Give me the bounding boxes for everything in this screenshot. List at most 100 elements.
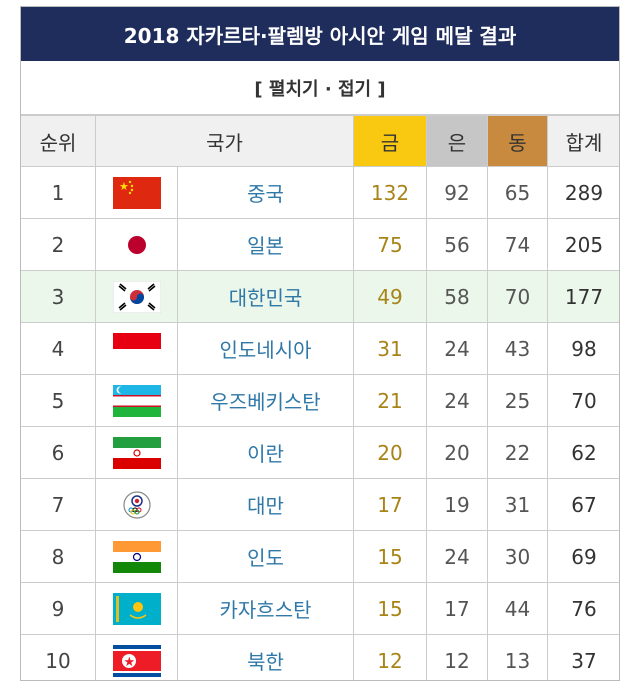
country-link[interactable]: 이란 xyxy=(177,426,354,479)
total-count: 37 xyxy=(547,634,619,680)
bronze-count: 65 xyxy=(487,166,548,219)
table-row: 5 우즈베키스탄 21 24 25 70 xyxy=(21,374,619,427)
bronze-count: 74 xyxy=(487,218,548,271)
gold-count: 49 xyxy=(353,270,427,323)
expand-collapse-toggle[interactable]: [ 펼치기 · 접기 ] xyxy=(21,61,619,115)
total-count: 76 xyxy=(547,582,619,635)
table-row: 3 대한민국 49 58 70 177 xyxy=(21,270,619,323)
page-title: 2018 자카르타·팔렘방 아시안 게임 메달 결과 xyxy=(21,7,619,61)
medal-table: 순위 국가 금 은 동 합계 1 ★ 중국 132 92 65 289 2 일본 75 56 74 20… xyxy=(21,115,619,680)
medal-table-panel: 2018 자카르타·팔렘방 아시안 게임 메달 결과 [ 펼치기 · 접기 ] … xyxy=(20,6,620,681)
chinese-taipei-flag-icon xyxy=(122,490,151,519)
bronze-count: 30 xyxy=(487,530,548,583)
gold-count: 75 xyxy=(353,218,427,271)
table-row: 7 대만 17 19 31 67 xyxy=(21,478,619,531)
bronze-count: 31 xyxy=(487,478,548,531)
silver-count: 24 xyxy=(426,322,488,375)
bronze-count: 70 xyxy=(487,270,548,323)
rank-cell: 10 xyxy=(21,634,96,680)
flag-cell xyxy=(95,426,178,479)
silver-count: 58 xyxy=(426,270,488,323)
flag-cell xyxy=(95,322,178,375)
bronze-count: 25 xyxy=(487,374,548,427)
table-row: 4 인도네시아 31 24 43 98 xyxy=(21,322,619,375)
bronze-count: 13 xyxy=(487,634,548,680)
column-header-gold: 금 xyxy=(353,115,427,167)
gold-count: 12 xyxy=(353,634,427,680)
rank-cell: 6 xyxy=(21,426,96,479)
table-row: 1 ★ 중국 132 92 65 289 xyxy=(21,166,619,219)
country-link[interactable]: 인도 xyxy=(177,530,354,583)
rank-cell: 2 xyxy=(21,218,96,271)
total-count: 67 xyxy=(547,478,619,531)
rank-cell: 5 xyxy=(21,374,96,427)
flag-cell xyxy=(95,530,178,583)
total-count: 289 xyxy=(547,166,619,219)
country-link[interactable]: 대만 xyxy=(177,478,354,531)
gold-count: 31 xyxy=(353,322,427,375)
column-header-silver: 은 xyxy=(426,115,488,167)
country-link[interactable]: 대한민국 xyxy=(177,270,354,323)
table-row: 10 ★ 북한 12 12 13 37 xyxy=(21,634,619,680)
gold-count: 15 xyxy=(353,582,427,635)
flag-cell xyxy=(95,270,178,323)
flag-cell xyxy=(95,374,178,427)
total-count: 205 xyxy=(547,218,619,271)
bronze-count: 43 xyxy=(487,322,548,375)
flag-cell: ★ xyxy=(95,166,178,219)
country-link[interactable]: 북한 xyxy=(177,634,354,680)
flag-cell xyxy=(95,218,178,271)
silver-count: 19 xyxy=(426,478,488,531)
svg-text:★: ★ xyxy=(119,180,129,193)
total-count: 177 xyxy=(547,270,619,323)
bronze-count: 44 xyxy=(487,582,548,635)
column-header-country: 국가 xyxy=(95,115,354,167)
country-link[interactable]: 일본 xyxy=(177,218,354,271)
rank-cell: 9 xyxy=(21,582,96,635)
gold-count: 17 xyxy=(353,478,427,531)
gold-count: 21 xyxy=(353,374,427,427)
column-header-rank: 순위 xyxy=(21,115,96,167)
gold-count: 20 xyxy=(353,426,427,479)
svg-text:★: ★ xyxy=(123,655,135,670)
indonesia-flag-icon xyxy=(112,332,161,365)
south-korea-flag-icon xyxy=(112,280,161,313)
uzbekistan-flag-icon xyxy=(112,384,161,417)
silver-count: 24 xyxy=(426,530,488,583)
flag-cell: ★ xyxy=(95,634,178,680)
country-link[interactable]: 카자흐스탄 xyxy=(177,582,354,635)
iran-flag-icon xyxy=(112,436,161,469)
table-row: 6 이란 20 20 22 62 xyxy=(21,426,619,479)
table-row: 2 일본 75 56 74 205 xyxy=(21,218,619,271)
silver-count: 56 xyxy=(426,218,488,271)
gold-count: 15 xyxy=(353,530,427,583)
rank-cell: 3 xyxy=(21,270,96,323)
country-link[interactable]: 중국 xyxy=(177,166,354,219)
silver-count: 24 xyxy=(426,374,488,427)
total-count: 70 xyxy=(547,374,619,427)
country-link[interactable]: 인도네시아 xyxy=(177,322,354,375)
bronze-count: 22 xyxy=(487,426,548,479)
silver-count: 20 xyxy=(426,426,488,479)
india-flag-icon xyxy=(112,540,161,573)
column-header-total: 합계 xyxy=(547,115,619,167)
flag-cell xyxy=(95,478,178,531)
total-count: 62 xyxy=(547,426,619,479)
column-header-bronze: 동 xyxy=(487,115,548,167)
total-count: 98 xyxy=(547,322,619,375)
rank-cell: 7 xyxy=(21,478,96,531)
china-flag-icon: ★ xyxy=(112,176,161,209)
table-row: 8 인도 15 24 30 69 xyxy=(21,530,619,583)
gold-count: 132 xyxy=(353,166,427,219)
silver-count: 17 xyxy=(426,582,488,635)
table-row: 9 카자흐스탄 15 17 44 76 xyxy=(21,582,619,635)
rank-cell: 4 xyxy=(21,322,96,375)
silver-count: 92 xyxy=(426,166,488,219)
silver-count: 12 xyxy=(426,634,488,680)
north-korea-flag-icon: ★ xyxy=(112,644,161,677)
table-header-row: 순위 국가 금 은 동 합계 xyxy=(21,115,619,167)
total-count: 69 xyxy=(547,530,619,583)
rank-cell: 1 xyxy=(21,166,96,219)
japan-flag-icon xyxy=(112,228,161,261)
country-link[interactable]: 우즈베키스탄 xyxy=(177,374,354,427)
